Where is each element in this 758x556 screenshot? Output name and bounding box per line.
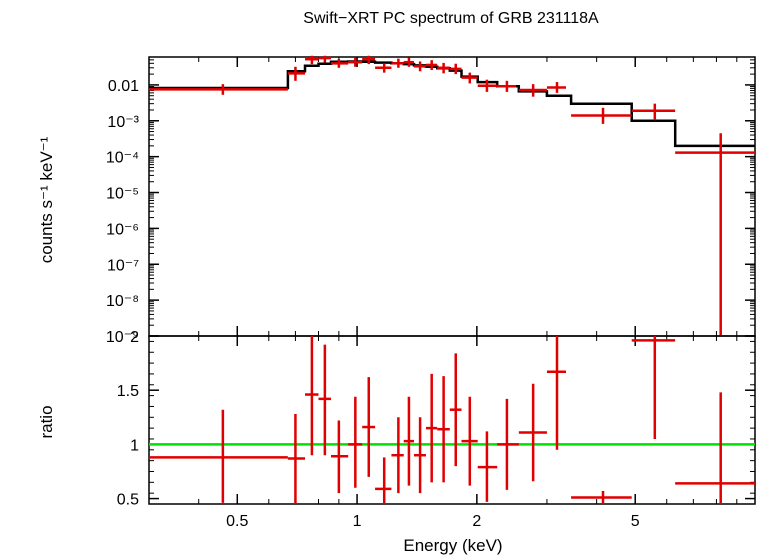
data-point <box>437 376 450 483</box>
data-point <box>477 79 498 92</box>
data-point <box>149 409 288 503</box>
spectrum-panel: 0.01 10⁻³ 10⁻⁴ 10⁻⁵ 10⁻⁶ 10⁻⁷ 10⁻⁸ 10⁻⁹ <box>106 55 756 346</box>
data-point <box>287 414 306 504</box>
data-point <box>461 72 478 84</box>
data-point <box>497 398 519 490</box>
data-point <box>375 63 392 73</box>
data-point <box>413 417 426 494</box>
data-point <box>305 336 319 456</box>
ratio-y-axis-label: ratio <box>37 405 56 438</box>
data-point <box>391 58 404 68</box>
data-point <box>497 80 517 92</box>
ratio-frame <box>148 335 756 505</box>
y-tick-label: 0.01 <box>108 78 139 95</box>
x-tick-label: 2 <box>472 513 481 530</box>
data-point <box>675 133 755 336</box>
data-point <box>403 57 414 67</box>
y-tick-label: 2 <box>130 329 139 346</box>
data-point <box>461 396 478 486</box>
data-point <box>449 63 462 75</box>
data-point <box>546 336 567 450</box>
y-tick-label: 1 <box>130 437 139 454</box>
data-point <box>149 84 288 95</box>
data-point <box>675 392 755 504</box>
data-point <box>375 457 392 504</box>
data-point <box>518 84 547 97</box>
data-point <box>391 417 404 494</box>
data-point <box>348 57 363 67</box>
y-tick-label: 0.5 <box>117 492 139 509</box>
y-tick-label: 10⁻⁹ <box>106 329 139 346</box>
data-point <box>413 61 426 72</box>
chart-title: Swift−XRT PC spectrum of GRB 231118A <box>303 10 599 27</box>
y-tick-label: 10⁻⁵ <box>106 186 139 203</box>
data-point <box>425 60 438 71</box>
data-point <box>425 373 438 483</box>
data-point <box>449 353 462 467</box>
data-point <box>631 336 676 439</box>
data-point <box>362 377 376 477</box>
data-point <box>318 55 332 63</box>
plot-layer: 0.01 10⁻³ 10⁻⁴ 10⁻⁵ 10⁻⁶ 10⁻⁷ 10⁻⁸ 10⁻⁹ 0.5 1 1.5 2… <box>106 55 756 530</box>
data-point <box>362 55 376 65</box>
x-tick-label: 0.5 <box>226 513 248 530</box>
data-point <box>305 55 319 65</box>
data-point <box>287 66 306 81</box>
y-tick-label: 10⁻⁸ <box>106 293 139 310</box>
data-point <box>331 58 349 68</box>
x-axis-label: Energy (keV) <box>403 536 502 555</box>
spectrum-y-axis-label: counts s⁻¹ keV⁻¹ <box>37 136 56 263</box>
data-point <box>348 396 363 488</box>
data-point <box>403 396 414 486</box>
x-tick-label: 1 <box>353 513 362 530</box>
y-tick-label: 10⁻⁷ <box>107 257 139 274</box>
y-tick-label: 10⁻³ <box>107 114 139 131</box>
data-point <box>318 344 332 456</box>
data-point <box>631 103 676 120</box>
y-tick-label: 1.5 <box>117 383 139 400</box>
data-point <box>437 62 450 74</box>
data-point <box>571 107 632 124</box>
spectrum-frame <box>148 56 756 337</box>
data-point <box>571 490 632 504</box>
data-point <box>518 383 547 482</box>
data-point <box>546 82 567 93</box>
data-point <box>477 431 498 502</box>
x-tick-label: 5 <box>631 513 640 530</box>
data-point <box>331 420 349 494</box>
y-tick-label: 10⁻⁴ <box>106 150 139 167</box>
ratio-panel: 0.5 1 1.5 2 <box>117 329 756 509</box>
y-tick-label: 10⁻⁶ <box>106 221 139 238</box>
model-curve <box>149 60 755 148</box>
